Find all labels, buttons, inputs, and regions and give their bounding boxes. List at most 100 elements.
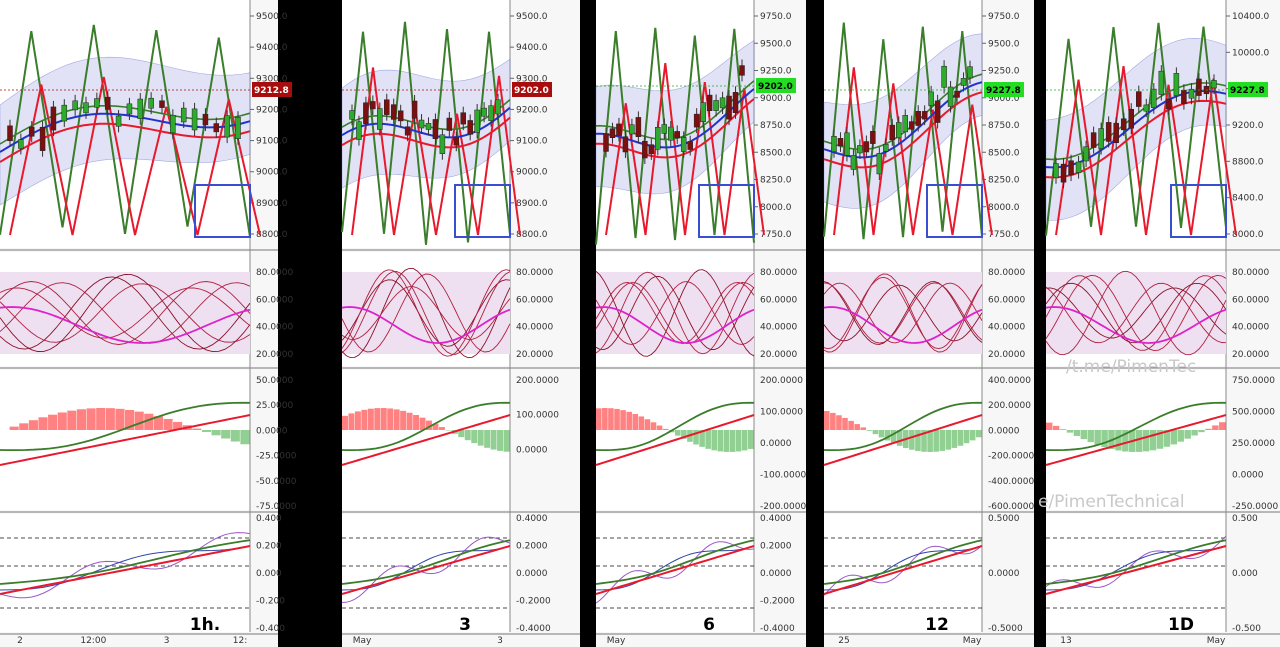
bull-candle	[629, 124, 635, 135]
price-axis-label: 8800.0	[256, 230, 288, 240]
macd-axis-label: -75.0000	[256, 502, 297, 512]
macd-histogram-bar	[115, 408, 125, 430]
osc-blue-line	[1045, 545, 1227, 591]
macd-histogram-bar	[662, 428, 669, 430]
osc-axis-label: -0.200	[256, 597, 285, 607]
bear-candle	[915, 111, 921, 126]
osc-plot-area	[0, 514, 250, 632]
bull-candle	[967, 66, 973, 79]
osc-red-line	[341, 545, 511, 595]
bull-candle	[180, 107, 187, 123]
red-moving-average	[596, 98, 755, 159]
bear-candle	[460, 112, 466, 125]
macd-histogram-bar	[153, 416, 163, 430]
price-tag: 9202.0	[756, 78, 796, 93]
macd-histogram-bar	[201, 430, 212, 432]
x-axis-tick-label: May	[963, 636, 982, 646]
price-axis-label: 7750.0	[760, 230, 792, 240]
stoch-axis-label: 60.0000	[256, 295, 293, 305]
bull-candle	[488, 105, 494, 121]
macd-signal-green	[341, 401, 510, 451]
macd-axis-label: 100.0000	[760, 408, 803, 418]
stoch-line	[341, 269, 511, 357]
chart-panel-2: 9750.0 9500.0 9250.0 9000.0 8750.0 8500.0 8250…	[595, 0, 806, 647]
macd-axis-label: 100.0000	[516, 411, 559, 421]
macd-histogram-bar	[1059, 429, 1067, 430]
macd-histogram-bar	[503, 430, 510, 452]
macd-histogram-bar	[380, 408, 387, 430]
macd-histogram-bar	[872, 430, 879, 435]
macd-histogram-bar	[1046, 422, 1053, 430]
price-axis-label: 8500.0	[988, 148, 1020, 158]
stoch-axis-label: 80.0000	[516, 268, 553, 278]
macd-histogram-bar	[76, 409, 87, 430]
price-axis-label: 8250.0	[988, 176, 1020, 186]
macd-histogram-bar	[1115, 430, 1122, 451]
bear-candle	[1113, 122, 1119, 144]
osc-blue-line	[0, 545, 251, 591]
osc-axis-label: 0.200	[256, 542, 282, 552]
macd-histogram-bar	[650, 422, 657, 430]
osc-axis-label: -0.4000	[516, 624, 551, 634]
x-axis-tick-label: 12:	[233, 636, 247, 646]
macd-histogram-bar	[1087, 430, 1094, 443]
osc-green-line	[1045, 539, 1227, 585]
bear-candle	[739, 65, 745, 76]
bull-candle	[148, 97, 154, 109]
bear-candle	[687, 141, 693, 150]
macd-histogram-bar	[86, 408, 96, 430]
macd-histogram-bar	[9, 426, 19, 430]
price-tag-text: 9212.8	[254, 86, 289, 96]
macd-histogram-bar	[1094, 430, 1101, 445]
stoch-axis-label: 60.0000	[516, 295, 553, 305]
stoch-axis-label: 80.0000	[1232, 268, 1269, 278]
stoch-magenta-line	[595, 306, 755, 344]
bear-candle	[954, 90, 960, 98]
stoch-line	[0, 283, 251, 343]
bull-candle	[661, 124, 668, 134]
bull-candle	[425, 123, 432, 130]
price-tag: 9227.8	[984, 82, 1024, 97]
macd-histogram-bar	[484, 430, 491, 448]
macd-histogram-bar	[192, 428, 202, 430]
price-tag-bg	[756, 78, 796, 93]
macd-histogram-bar	[342, 415, 348, 430]
bear-candle	[870, 131, 876, 144]
stoch-line	[595, 281, 755, 345]
price-axis-label: 9500.0	[760, 39, 792, 49]
price-axis-label: 9200.0	[516, 105, 548, 115]
price-axis-label: 9200.0	[1232, 121, 1264, 131]
macd-axis-label: 200.0000	[516, 376, 559, 386]
macd-axis-label: 250.0000	[1232, 439, 1275, 449]
timeframe-label: 1h.	[190, 615, 220, 635]
price-axis-label: 7750.0	[988, 230, 1020, 240]
osc-green-line	[595, 539, 755, 585]
osc-blue-line	[823, 545, 983, 591]
bear-candle	[642, 140, 648, 159]
osc-axis-label: -0.4000	[760, 624, 795, 634]
macd-axis-label: 25.0000	[256, 401, 293, 411]
price-axis-label: 9250.0	[988, 67, 1020, 77]
macd-histogram-bar	[951, 430, 958, 448]
bull-candle	[655, 126, 661, 150]
macd-histogram-bar	[471, 430, 478, 444]
stoch-line	[341, 273, 511, 353]
red-moving-average	[823, 91, 983, 169]
stoch-line	[1045, 270, 1227, 356]
stoch-line	[1045, 282, 1227, 344]
bear-candle	[1105, 122, 1112, 142]
bull-candle	[61, 104, 68, 122]
stoch-magenta-line	[341, 306, 511, 344]
macd-histogram-bar	[38, 417, 48, 430]
bear-candle	[446, 117, 453, 131]
macd-histogram-bar	[387, 408, 394, 430]
macd-histogram-bar	[969, 430, 976, 441]
price-tag: 9202.0	[512, 82, 552, 97]
macd-histogram-bar	[836, 415, 842, 430]
macd-histogram-bar	[921, 430, 927, 452]
bull-candle	[1098, 128, 1104, 149]
bear-candle	[1060, 163, 1067, 183]
bear-candle	[390, 104, 397, 120]
bollinger-band	[0, 56, 251, 206]
price-axis-label: 9500.0	[988, 39, 1020, 49]
